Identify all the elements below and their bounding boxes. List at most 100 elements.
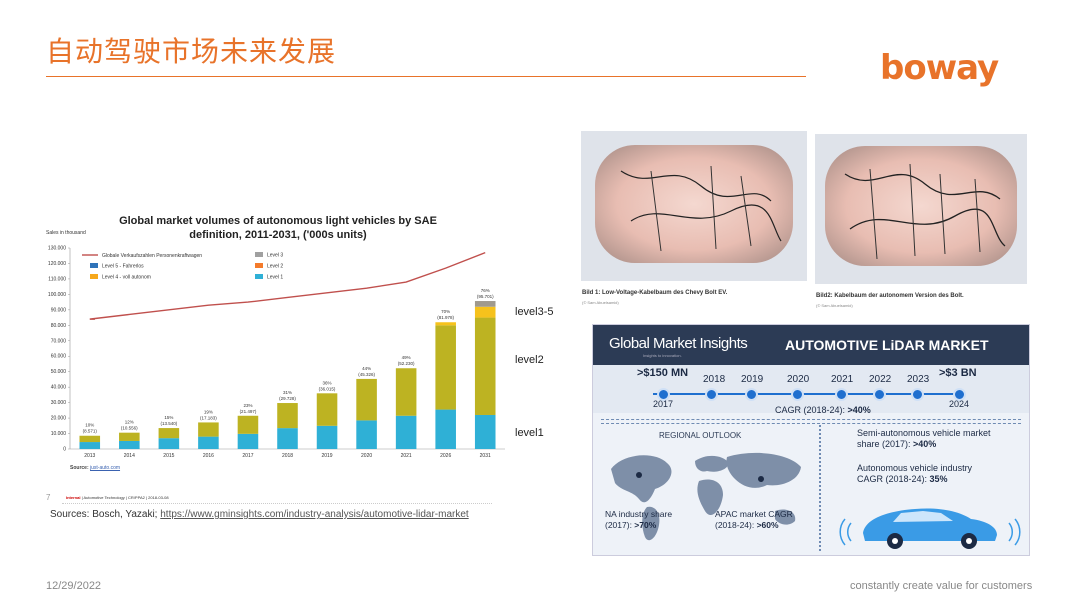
bar-value-label: (10.556) xyxy=(121,426,138,431)
bar-value-label: (95.701) xyxy=(477,294,494,299)
bar-segment xyxy=(237,415,259,434)
bar-segment xyxy=(277,428,298,449)
bar-segment xyxy=(474,317,496,415)
bar-segment xyxy=(119,432,140,441)
regional-outlook-heading: REGIONAL OUTLOOK xyxy=(659,431,742,440)
x-tick-label: 2021 xyxy=(401,453,412,459)
apac-value: >60% xyxy=(756,520,779,530)
bar-segment xyxy=(158,438,180,449)
annotation-level2: level2 xyxy=(515,354,544,366)
chart-title-line2: definition, 2011-2031, ('000s units) xyxy=(189,229,367,241)
legend-label: Globale Verkaufszahlen Personenkraftwage… xyxy=(102,253,202,259)
y-tick-label: 40.000 xyxy=(51,385,67,391)
bar-pct-label: 49% xyxy=(402,355,411,360)
chart-source: Source: just-auto.com xyxy=(70,465,120,471)
auto-label2: CAGR (2018-24): xyxy=(857,474,930,484)
end-market-value: >$3 BN xyxy=(939,367,977,379)
x-tick-label: 2017 xyxy=(242,453,253,459)
bar-segment xyxy=(198,422,219,437)
timeline-dot xyxy=(835,388,848,401)
timeline-year: 2023 xyxy=(907,374,930,385)
bar-segment xyxy=(198,436,219,449)
y-tick-label: 130.000 xyxy=(48,246,66,252)
gmi-brand: Global Market Insights xyxy=(609,335,748,352)
apac-value-prefix: (2018-24): xyxy=(715,520,757,530)
y-tick-label: 70.000 xyxy=(51,338,67,344)
bar-segment xyxy=(474,306,496,318)
internal-rest: | Automotive Technology | CR/PPA2 | 2018… xyxy=(80,495,169,500)
infographic-header: Global Market Insights Insights to innov… xyxy=(593,325,1029,365)
timeline-year: 2020 xyxy=(787,374,810,385)
semi-value-line: share (2017): >40% xyxy=(857,439,991,450)
y-tick-label: 90.000 xyxy=(51,307,67,313)
apac-value-line: (2018-24): >60% xyxy=(715,520,793,531)
bar-value-label: (8.571) xyxy=(83,429,98,434)
bar-value-label: (21.497) xyxy=(240,409,257,414)
bar-segment xyxy=(435,325,456,410)
x-tick-label: 2014 xyxy=(124,453,135,459)
legend-swatch xyxy=(255,263,263,268)
bar-pct-label: 36% xyxy=(323,380,332,385)
bar-value-label: (29.728) xyxy=(279,396,296,401)
wiring-harness-image xyxy=(595,145,793,263)
bar-segment xyxy=(158,428,180,439)
bar-segment xyxy=(435,409,456,449)
autonomous-industry-stat: Autonomous vehicle industry CAGR (2018-24… xyxy=(857,463,972,485)
internal-label: Internal xyxy=(66,495,81,500)
x-tick-label: 2019 xyxy=(321,453,332,459)
auto-value: 35% xyxy=(929,474,948,484)
chart-source-link[interactable]: just-auto.com xyxy=(90,465,121,471)
semi-autonomous-stat: Semi-autonomous vehicle market share (201… xyxy=(857,428,991,450)
legend-swatch xyxy=(255,252,263,257)
y-tick-label: 80.000 xyxy=(51,323,67,329)
legend-label: Level 3 xyxy=(267,253,283,259)
harness-wires xyxy=(844,163,1006,260)
bar-segment xyxy=(395,368,417,416)
x-tick-label: 2020 xyxy=(361,453,372,459)
title-divider xyxy=(46,76,806,77)
legend-label: Level 5 - Fahrerlos xyxy=(102,264,144,270)
sources-link[interactable]: https://www.gminsights.com/industry-anal… xyxy=(160,509,469,520)
bar-pct-label: 15% xyxy=(164,415,173,420)
bar-pct-label: 44% xyxy=(362,366,371,371)
sources-line: Sources: Bosch, Yazaki; https://www.gmin… xyxy=(50,509,469,520)
x-tick-label: 2013 xyxy=(84,453,95,459)
infographic-title: AUTOMOTIVE LiDAR MARKET xyxy=(785,337,989,353)
sources-prefix: Sources: Bosch, Yazaki; xyxy=(50,509,161,520)
bar-value-label: (36.015) xyxy=(319,386,336,391)
x-tick-label: 2031 xyxy=(480,453,491,459)
y-tick-label: 30.000 xyxy=(51,400,67,406)
annotation-level1: level1 xyxy=(515,427,544,439)
y-tick-label: 60.000 xyxy=(51,354,67,360)
bar-segment xyxy=(316,425,338,449)
dashed-divider xyxy=(601,423,1021,424)
internal-note: Internal | Automotive Technology | CR/PP… xyxy=(66,495,169,500)
timeline-start-year: 2017 xyxy=(653,399,674,409)
timeline-dot xyxy=(873,388,886,401)
semi-value: >40% xyxy=(913,439,937,449)
bar-value-label: (81.978) xyxy=(437,315,454,320)
bar-value-label: (52.230) xyxy=(398,361,415,366)
timeline-dot xyxy=(911,388,924,401)
chart-page-number: 7 xyxy=(46,493,51,502)
legend-label: Level 4 - voll autonom xyxy=(102,275,151,281)
bar-segment xyxy=(316,393,338,426)
cagr-value: >40% xyxy=(847,405,871,415)
annotation-level3-5: level3-5 xyxy=(515,306,554,318)
footer-tagline: constantly create value for customers xyxy=(850,580,1033,592)
chart-title-line1: Global market volumes of autonomous ligh… xyxy=(119,215,437,227)
timeline-line xyxy=(653,393,963,395)
photo1-caption: Bild 1: Low-Voltage-Kabelbaum des Chevy … xyxy=(582,290,728,296)
na-value-prefix: (2017): xyxy=(605,520,635,530)
photo2-caption: Bild2: Kabelbaum der autonomem Version d… xyxy=(816,293,964,299)
bar-value-label: (17.183) xyxy=(200,415,217,420)
world-map-icon xyxy=(611,452,801,541)
semi-label: Semi-autonomous vehicle market xyxy=(857,428,991,438)
photo-autonomous-bolt-harness xyxy=(815,134,1027,284)
y-tick-label: 10.000 xyxy=(51,431,67,437)
chart-title: Global market volumes of autonomous ligh… xyxy=(118,214,438,242)
na-label: NA industry share xyxy=(605,509,673,519)
bar-segment xyxy=(474,414,496,449)
bar-pct-label: 76% xyxy=(481,288,490,293)
y-tick-label: 50.000 xyxy=(51,369,67,375)
